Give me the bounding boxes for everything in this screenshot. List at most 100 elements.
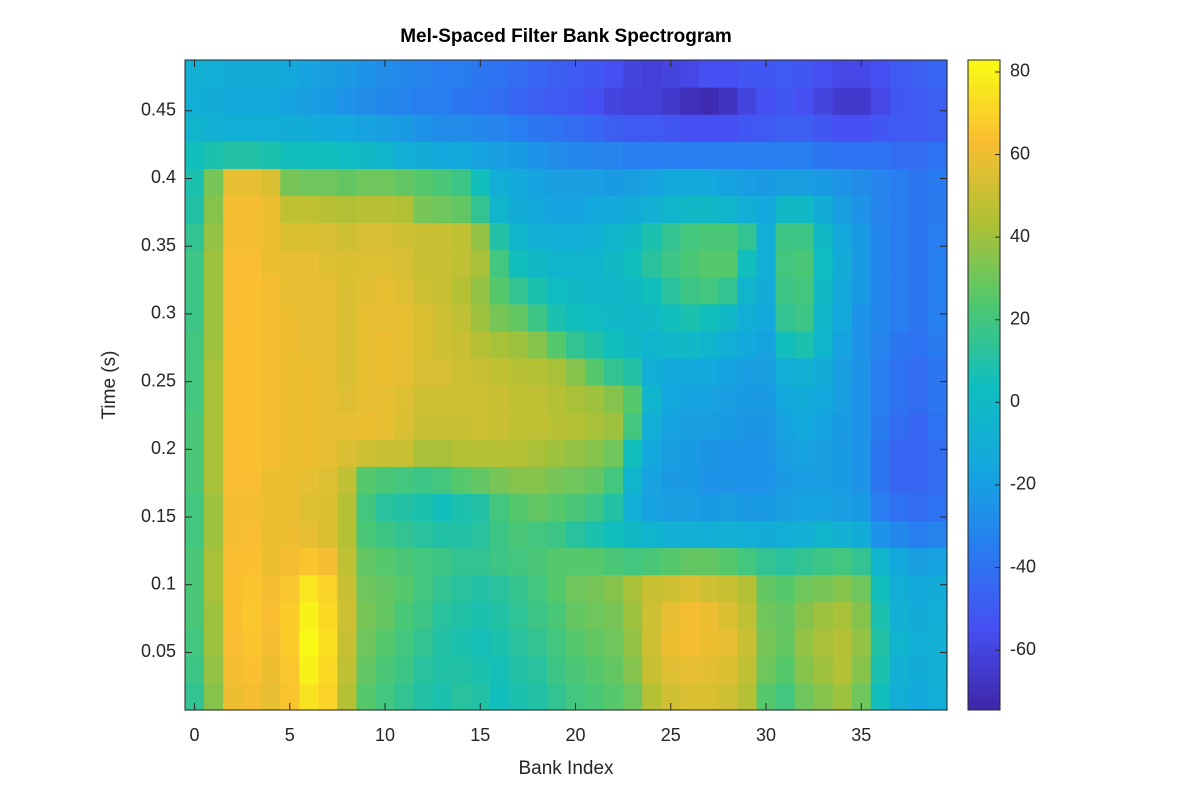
heatmap-cell [680, 60, 700, 88]
heatmap-cell [832, 547, 853, 576]
heatmap-cell [794, 141, 815, 169]
heatmap-cell [566, 357, 586, 386]
heatmap-cell [680, 330, 700, 359]
heatmap-cell [489, 222, 510, 251]
heatmap-cell [204, 412, 224, 440]
heatmap-cell [261, 357, 281, 386]
heatmap-cell [375, 628, 396, 657]
heatmap-cell [908, 547, 929, 576]
heatmap-cell [508, 520, 529, 549]
heatmap-cell [585, 222, 605, 251]
heatmap-cell [813, 276, 834, 305]
heatmap-cell [489, 330, 510, 359]
heatmap-cell [242, 520, 262, 549]
heatmap-cell [851, 601, 872, 630]
heatmap-cell [927, 493, 948, 522]
heatmap-cell [299, 439, 319, 467]
heatmap-cell [718, 574, 739, 603]
heatmap-cell [375, 357, 396, 386]
heatmap-cell [527, 574, 548, 603]
heatmap-cell [585, 87, 605, 115]
heatmap-cell [337, 682, 358, 711]
heatmap-cell [185, 249, 205, 278]
heatmap-cell [566, 330, 586, 359]
heatmap-cell [432, 520, 453, 549]
heatmap-cell [318, 141, 338, 169]
heatmap-cell [889, 655, 910, 684]
heatmap-cell [851, 60, 872, 88]
heatmap-cell [546, 385, 567, 413]
heatmap-cell [775, 249, 796, 278]
heatmap-cell [623, 330, 643, 359]
heatmap-cell [185, 412, 205, 440]
heatmap-cell [699, 520, 719, 549]
heatmap-cell [432, 357, 453, 386]
heatmap-cell [185, 466, 205, 494]
heatmap-cell [908, 168, 929, 197]
heatmap-cell [508, 87, 529, 115]
heatmap-cell [185, 682, 205, 711]
heatmap-cell [756, 655, 777, 684]
heatmap-cell [756, 520, 777, 549]
heatmap-cell [413, 385, 434, 413]
heatmap-cell [794, 276, 815, 305]
heatmap-cell [261, 303, 281, 332]
heatmap-cell [508, 493, 529, 522]
heatmap-cell [661, 222, 681, 251]
heatmap-cell [718, 439, 739, 467]
heatmap-cell [661, 357, 681, 386]
heatmap-cell [451, 168, 472, 197]
heatmap-cell [870, 655, 891, 684]
heatmap-cell [775, 303, 796, 332]
heatmap-cell [489, 276, 510, 305]
heatmap-cell [927, 303, 948, 332]
heatmap-cell [299, 412, 319, 440]
heatmap-cell [394, 222, 415, 251]
heatmap-cell [908, 439, 929, 467]
heatmap-cell [813, 412, 834, 440]
heatmap-cell [737, 466, 758, 494]
heatmap-cell [280, 574, 300, 603]
heatmap-cell [680, 547, 700, 576]
heatmap-cell [527, 357, 548, 386]
heatmap-cell [642, 574, 662, 603]
heatmap-cell [756, 330, 777, 359]
heatmap-cell [489, 412, 510, 440]
heatmap-cell [508, 574, 529, 603]
heatmap-cell [489, 195, 510, 224]
heatmap-cell [623, 439, 643, 467]
heatmap-cell [870, 520, 891, 549]
heatmap-cell [280, 249, 300, 278]
heatmap-cell [261, 628, 281, 657]
colorbar-tick-label: -20 [1010, 474, 1036, 494]
heatmap-cell [756, 601, 777, 630]
heatmap-cell [661, 466, 681, 494]
heatmap-cell [223, 601, 243, 630]
heatmap-cell [908, 357, 929, 386]
heatmap-cell [261, 195, 281, 224]
heatmap-cell [908, 276, 929, 305]
heatmap-cell [318, 493, 338, 522]
heatmap-cell [470, 303, 491, 332]
heatmap-cell [299, 195, 319, 224]
heatmap-cell [394, 87, 415, 115]
heatmap-cell [908, 141, 929, 169]
heatmap-cell [642, 330, 662, 359]
heatmap-cell [394, 574, 415, 603]
colorbar-tick-label: 20 [1010, 309, 1030, 329]
heatmap-cell [794, 357, 815, 386]
heatmap-cell [661, 168, 681, 197]
heatmap-cell [527, 628, 548, 657]
heatmap-cell [223, 574, 243, 603]
heatmap-cell [280, 493, 300, 522]
heatmap-cell [508, 682, 529, 711]
heatmap-cell [337, 439, 358, 467]
heatmap-cell [223, 547, 243, 576]
heatmap-cell [927, 168, 948, 197]
heatmap-cell [356, 439, 377, 467]
heatmap-cell [261, 222, 281, 251]
heatmap-cell [642, 303, 662, 332]
heatmap-cell [223, 249, 243, 278]
heatmap-cell [889, 60, 910, 88]
heatmap-cell [737, 493, 758, 522]
